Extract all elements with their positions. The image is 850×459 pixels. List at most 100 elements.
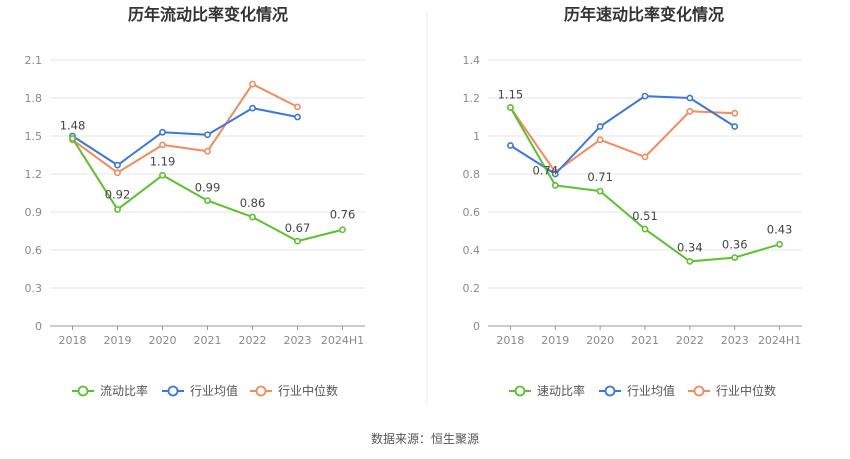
legend-label: 行业均值 <box>190 383 238 398</box>
y-tick-label: 1.4 <box>463 54 481 67</box>
data-label: 1.15 <box>498 88 524 102</box>
data-point <box>686 257 694 265</box>
data-point <box>294 103 301 111</box>
x-tick-label: 2019 <box>104 334 132 347</box>
x-tick-label: 2024H1 <box>758 334 801 347</box>
data-point <box>249 213 256 221</box>
y-tick-label: 1.8 <box>25 92 43 105</box>
y-tick-label: 0 <box>473 320 480 333</box>
data-point <box>114 169 121 177</box>
data-label: 1.19 <box>150 154 176 168</box>
chart-panel-1: 历年流动比率变化情况 0 0.3 0.6 0.9 1.2 1.5 1.8 2.1 2018 2019… <box>25 5 365 398</box>
x-tick-label: 2020 <box>149 334 177 347</box>
data-point <box>114 206 121 213</box>
y-tick-label: 1.2 <box>25 168 43 181</box>
data-point <box>731 123 739 130</box>
data-point <box>641 153 649 161</box>
data-source-note: 数据来源：恒生聚源 <box>370 432 479 446</box>
series-line-3 <box>509 106 735 174</box>
data-label: 1.48 <box>60 119 86 133</box>
data-point <box>204 131 211 139</box>
x-tick-label: 2018 <box>59 334 87 347</box>
x-tick-label: 2022 <box>676 334 704 347</box>
data-point <box>686 107 694 115</box>
data-label: 0.34 <box>677 240 703 254</box>
y-tick-label: 0 <box>35 320 42 333</box>
legend-marker-icon <box>77 385 89 397</box>
x-tick-label: 2019 <box>541 334 569 347</box>
y-tick-label: 0.6 <box>463 206 481 219</box>
chart-title: 历年速动比率变化情况 <box>564 5 724 24</box>
data-label: 0.67 <box>285 221 311 235</box>
legend-item-3[interactable]: 行业中位数 <box>688 383 776 398</box>
legend-marker-icon <box>167 385 179 397</box>
legend-item-2[interactable]: 行业均值 <box>599 383 675 398</box>
legend-marker-icon <box>604 385 616 397</box>
data-point <box>294 113 301 121</box>
data-point <box>596 136 604 144</box>
series-line-2 <box>71 107 298 167</box>
x-tick-label: 2022 <box>239 334 267 347</box>
y-tick-label: 0.8 <box>463 168 481 181</box>
data-point <box>339 226 346 234</box>
data-point <box>204 197 211 204</box>
data-label: 0.86 <box>240 196 266 210</box>
chart-panel-2: 历年速动比率变化情况 0 0.2 0.4 0.6 0.8 1 1.2 1.4 2018 2019 20… <box>463 5 802 398</box>
data-point <box>686 94 694 102</box>
data-point <box>204 147 211 155</box>
legend-marker-icon <box>514 385 526 397</box>
data-point <box>731 254 739 261</box>
legend-label: 速动比率 <box>537 383 585 398</box>
data-point <box>551 181 559 189</box>
y-tick-label: 2.1 <box>25 54 43 67</box>
legend-label: 行业中位数 <box>716 383 776 398</box>
x-tick-label: 2021 <box>194 334 222 347</box>
data-point <box>159 128 166 136</box>
legend-item-1[interactable]: 速动比率 <box>509 383 585 398</box>
data-label: 0.36 <box>722 238 748 252</box>
y-tick-label: 0.6 <box>25 244 43 257</box>
y-tick-label: 0.3 <box>25 282 43 295</box>
data-point <box>551 170 559 178</box>
legend-item-1[interactable]: 流动比率 <box>72 383 148 398</box>
legend-label: 行业均值 <box>627 383 675 398</box>
data-point <box>641 225 649 233</box>
x-tick-label: 2021 <box>631 334 659 347</box>
legend-marker-icon <box>255 385 267 397</box>
data-label: 0.76 <box>330 208 356 222</box>
data-point <box>641 92 649 100</box>
x-tick-label: 2024H1 <box>321 334 364 347</box>
data-label: 0.51 <box>632 209 658 223</box>
data-point <box>731 109 739 117</box>
data-point <box>159 141 166 149</box>
data-label: 0.71 <box>587 170 613 184</box>
legend-item-3[interactable]: 行业中位数 <box>250 383 338 398</box>
data-point <box>249 104 256 112</box>
y-tick-label: 1 <box>473 130 480 143</box>
legend-label: 流动比率 <box>100 383 148 398</box>
data-point <box>69 135 76 142</box>
data-point <box>507 142 514 149</box>
legend-marker-icon <box>693 385 705 397</box>
legend-item-2[interactable]: 行业均值 <box>162 383 238 398</box>
data-point <box>596 187 604 195</box>
series-line-3 <box>71 83 298 174</box>
y-tick-label: 1.5 <box>25 130 43 143</box>
y-tick-label: 0.2 <box>463 282 481 295</box>
data-label: 0.92 <box>105 187 131 201</box>
y-tick-label: 1.2 <box>463 92 481 105</box>
series-line-2 <box>509 95 736 175</box>
y-tick-label: 0.9 <box>25 206 43 219</box>
data-label: 0.43 <box>767 222 793 236</box>
data-point <box>249 80 256 88</box>
data-point <box>159 171 166 179</box>
x-tick-label: 2020 <box>586 334 614 347</box>
chart-title: 历年流动比率变化情况 <box>128 5 288 24</box>
x-tick-label: 2023 <box>284 334 312 347</box>
x-tick-label: 2023 <box>721 334 749 347</box>
x-tick-label: 2018 <box>496 334 524 347</box>
data-label: 0.74 <box>532 163 558 177</box>
y-tick-label: 0.4 <box>463 244 481 257</box>
legend-label: 行业中位数 <box>278 383 338 398</box>
